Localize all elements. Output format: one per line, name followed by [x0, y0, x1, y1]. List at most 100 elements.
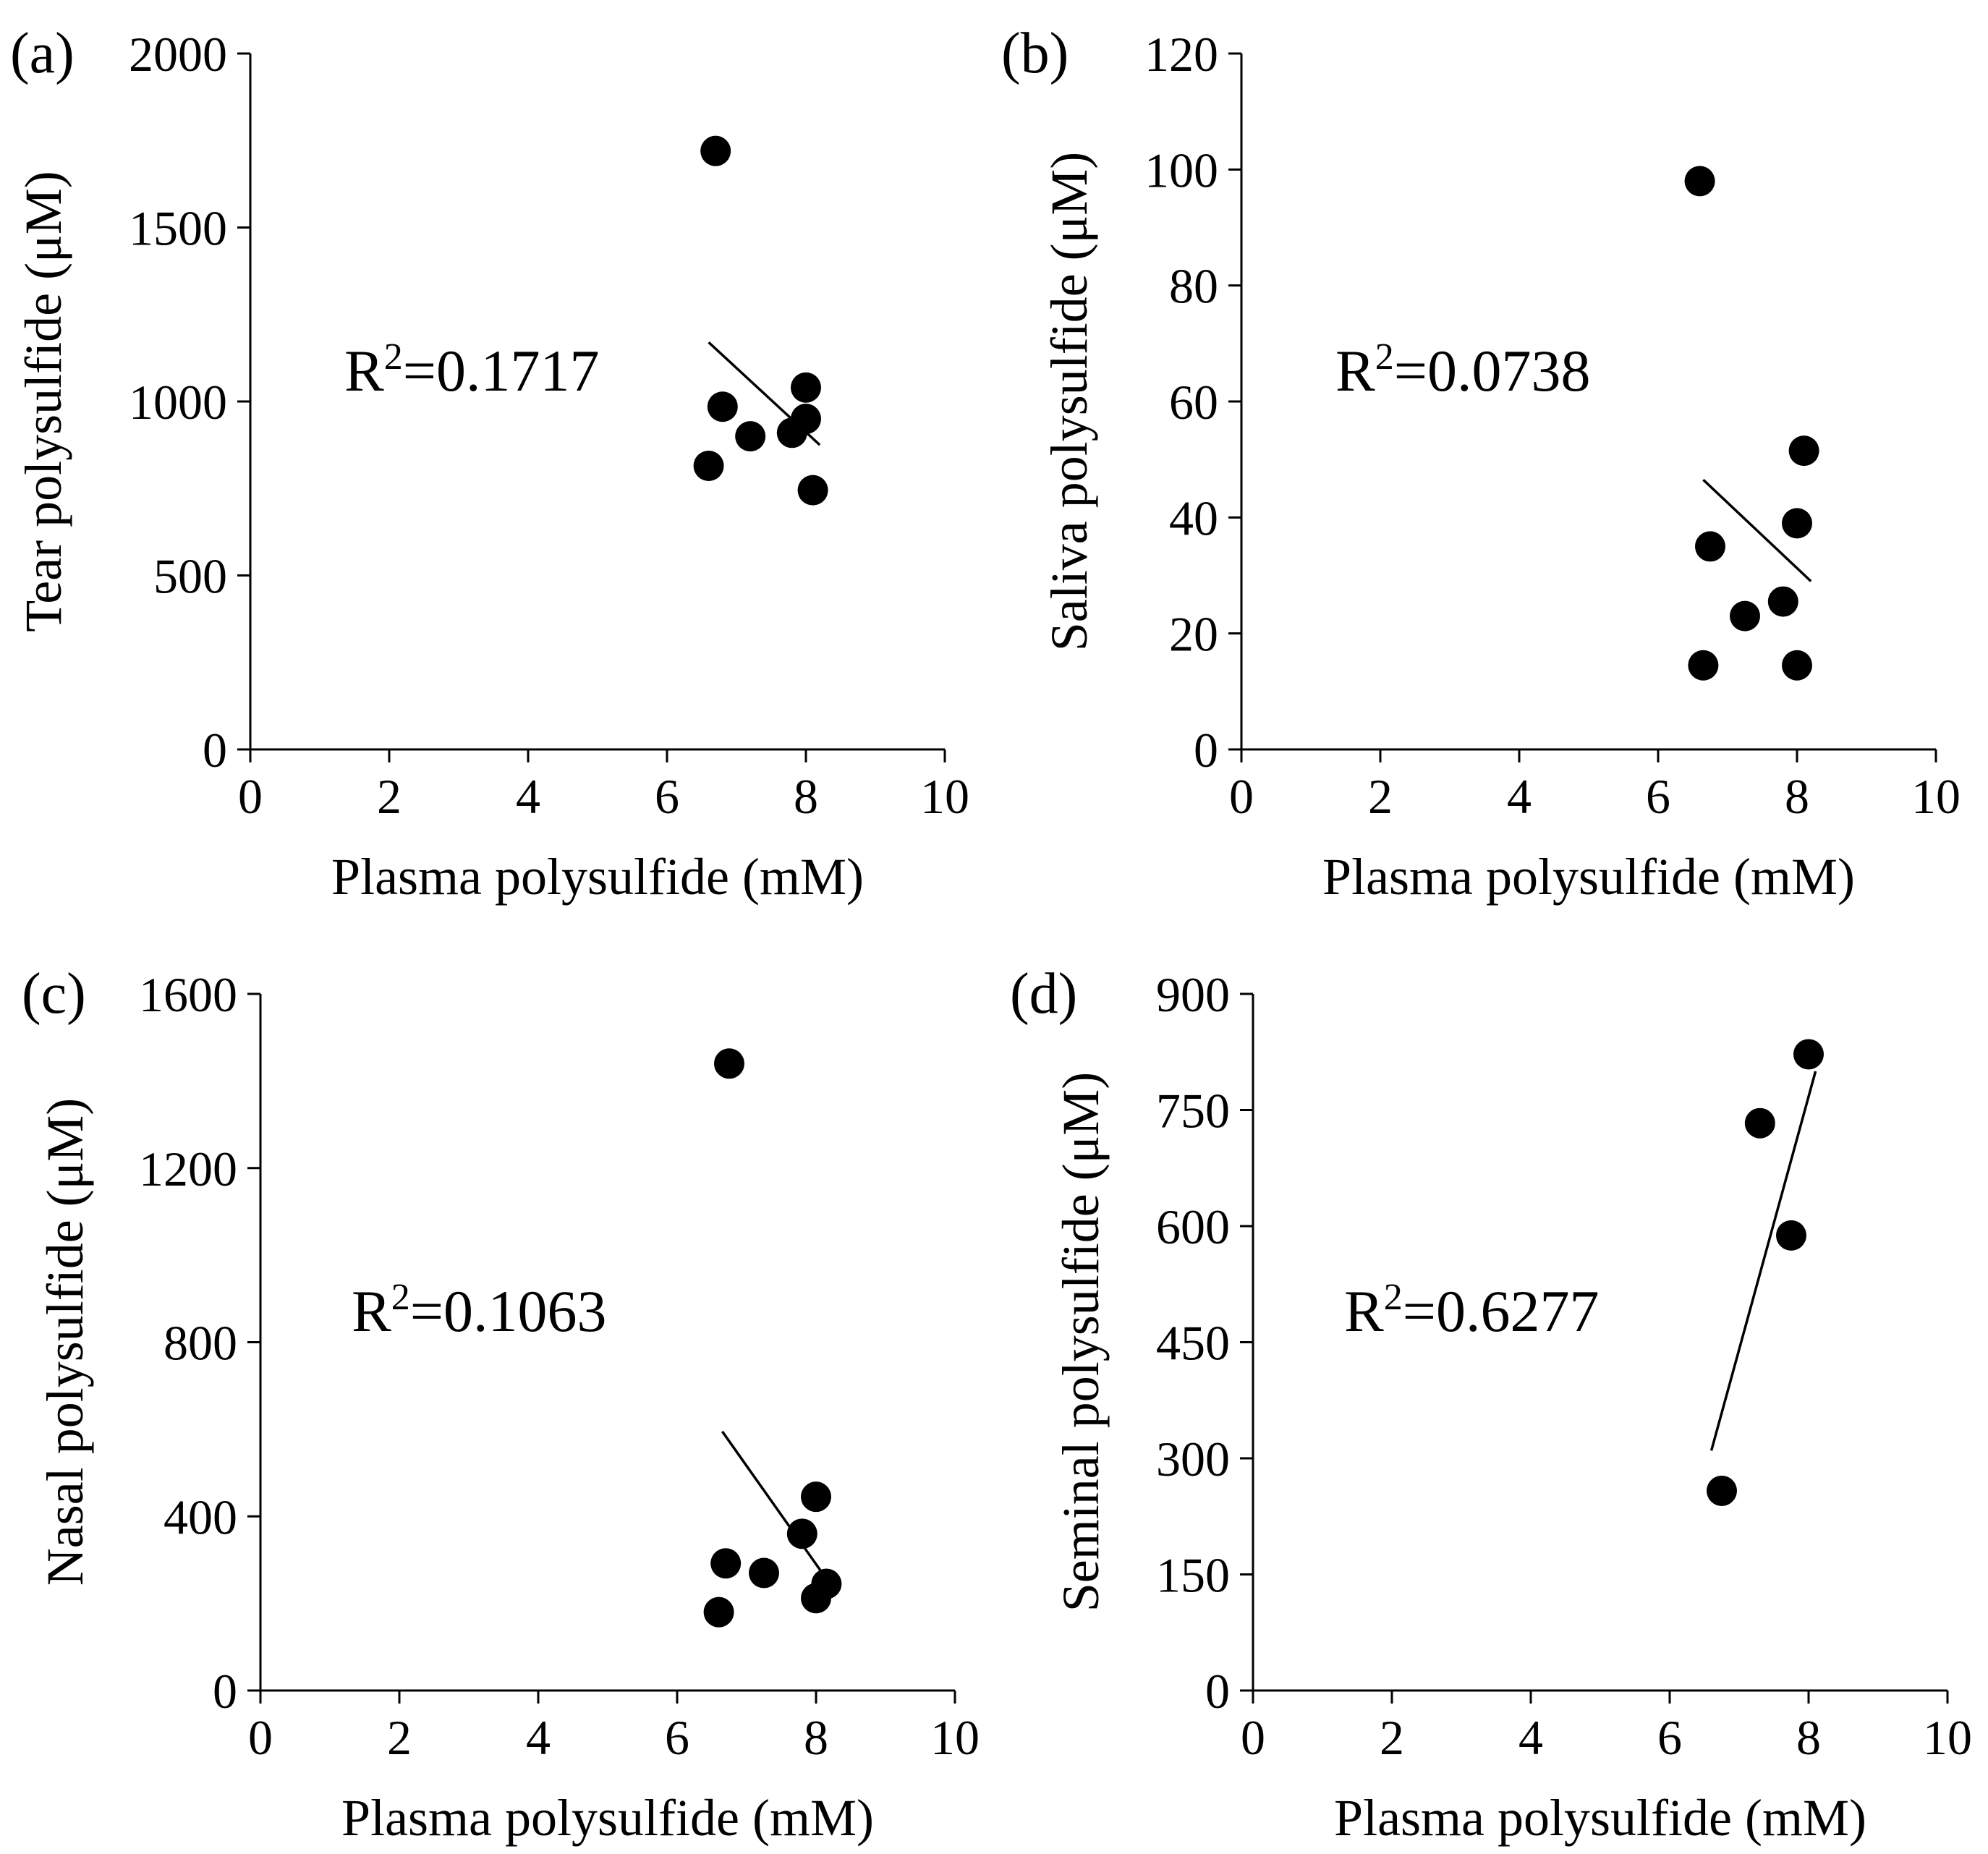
y-tick-label: 800	[163, 1316, 237, 1371]
x-tick-label: 2	[1380, 1710, 1404, 1765]
y-tick-label: 40	[1169, 490, 1218, 545]
data-point	[1707, 1475, 1737, 1506]
data-point	[735, 421, 766, 452]
x-tick-label: 0	[1241, 1710, 1265, 1765]
x-axis-title: Plasma polysulfide (mM)	[341, 1789, 874, 1847]
data-point	[1776, 1220, 1806, 1251]
r-squared-prefix: R	[1335, 338, 1375, 404]
r-squared-prefix: R	[1344, 1278, 1384, 1344]
y-tick-label: 1600	[139, 967, 237, 1022]
y-axis-title: Tear polysulfide (μM)	[14, 171, 72, 632]
x-tick-label: 4	[1507, 769, 1532, 824]
r-squared-superscript: 2	[1375, 336, 1394, 378]
r-squared-superscript: 2	[1384, 1277, 1403, 1318]
y-axis-title: Saliva polysulfide (μM)	[1040, 152, 1098, 652]
data-point	[749, 1557, 779, 1589]
r-squared-value: =0.0738	[1394, 338, 1591, 404]
x-tick-label: 0	[248, 1710, 273, 1765]
y-tick-label: 450	[1156, 1316, 1230, 1371]
x-tick-label: 4	[526, 1710, 551, 1765]
x-tick-label: 4	[1518, 1710, 1543, 1765]
data-point	[1695, 531, 1725, 562]
y-tick-label: 60	[1169, 375, 1218, 430]
y-tick-label: 120	[1144, 27, 1218, 82]
r-squared-value: =0.1717	[403, 338, 600, 404]
data-point	[1684, 166, 1715, 197]
x-axis-title: Plasma polysulfide (mM)	[1334, 1789, 1866, 1847]
y-tick-label: 150	[1156, 1548, 1230, 1603]
data-point	[1782, 508, 1812, 539]
data-point	[714, 1048, 744, 1079]
y-tick-label: 600	[1156, 1199, 1230, 1254]
r-squared-value: =0.6277	[1403, 1278, 1600, 1344]
x-tick-label: 10	[920, 769, 969, 824]
r-squared-superscript: 2	[384, 336, 403, 378]
regression-line	[1702, 478, 1812, 582]
y-tick-label: 100	[1144, 143, 1218, 197]
data-point	[707, 391, 738, 422]
y-tick-label: 2000	[129, 27, 227, 82]
x-tick-label: 2	[387, 1710, 412, 1765]
r-squared-annotation: R2=0.1717	[344, 336, 599, 404]
x-tick-label: 8	[794, 769, 818, 824]
r-squared-annotation: R2=0.1063	[352, 1277, 606, 1344]
x-tick-label: 6	[1657, 1710, 1682, 1765]
data-point	[693, 450, 724, 481]
panel-label: (b)	[1001, 22, 1069, 85]
y-tick-label: 1000	[129, 375, 227, 430]
r-squared-prefix: R	[344, 338, 384, 404]
r-squared-value: =0.1063	[410, 1278, 607, 1344]
y-tick-label: 1500	[129, 201, 227, 256]
y-tick-label: 80	[1169, 259, 1218, 314]
r-squared-prefix: R	[352, 1278, 391, 1344]
data-point	[1788, 435, 1819, 467]
y-tick-label: 1200	[139, 1141, 237, 1196]
data-point	[791, 372, 821, 403]
x-tick-label: 8	[1796, 1710, 1821, 1765]
data-point	[1793, 1039, 1824, 1070]
x-tick-label: 4	[516, 769, 540, 824]
x-tick-label: 0	[238, 769, 263, 824]
y-tick-label: 500	[153, 549, 227, 604]
x-axis-title: Plasma polysulfide (mM)	[1322, 848, 1855, 906]
x-tick-label: 8	[1785, 769, 1809, 824]
chart-panel-1: 0 2 4 6 8 10 0 500 1000 1500 2000 Plasma polysulfid…	[10, 22, 969, 906]
x-tick-label: 2	[1368, 769, 1393, 824]
x-tick-label: 10	[1911, 769, 1961, 824]
data-point	[791, 404, 821, 435]
y-tick-label: 300	[1156, 1432, 1230, 1487]
y-axis-title: Nasal polysulfide (μM)	[36, 1098, 94, 1586]
y-tick-label: 0	[213, 1664, 237, 1719]
y-tick-label: 400	[163, 1489, 237, 1544]
y-tick-label: 0	[1194, 723, 1218, 778]
chart-panel-3: 0 2 4 6 8 10 0 400 800 1200 1600 Plasma polysulfide…	[22, 962, 980, 1847]
x-tick-label: 2	[377, 769, 402, 824]
x-tick-label: 6	[665, 1710, 689, 1765]
y-tick-label: 0	[203, 723, 227, 778]
data-point	[1744, 1107, 1775, 1139]
x-tick-label: 10	[1923, 1710, 1972, 1765]
y-tick-label: 20	[1169, 607, 1218, 662]
r-squared-superscript: 2	[391, 1277, 410, 1318]
data-point	[801, 1481, 831, 1513]
panel-label: (d)	[1010, 962, 1077, 1026]
data-point	[703, 1596, 734, 1628]
data-point	[1782, 650, 1812, 681]
regression-line	[721, 1430, 831, 1585]
data-point	[801, 1583, 831, 1614]
x-tick-label: 0	[1229, 769, 1254, 824]
data-point	[710, 1548, 742, 1579]
data-point	[1730, 600, 1760, 632]
panel-label: (a)	[10, 22, 75, 85]
y-tick-label: 0	[1205, 1664, 1230, 1719]
data-point	[700, 135, 731, 166]
data-point	[1767, 586, 1798, 617]
x-axis-title: Plasma polysulfide (mM)	[331, 848, 864, 906]
regression-line	[1709, 1071, 1817, 1451]
y-axis-title: Seminal polysulfide (μM)	[1052, 1072, 1110, 1612]
r-squared-annotation: R2=0.6277	[1344, 1277, 1599, 1344]
x-tick-label: 10	[930, 1710, 980, 1765]
data-point	[786, 1518, 817, 1549]
